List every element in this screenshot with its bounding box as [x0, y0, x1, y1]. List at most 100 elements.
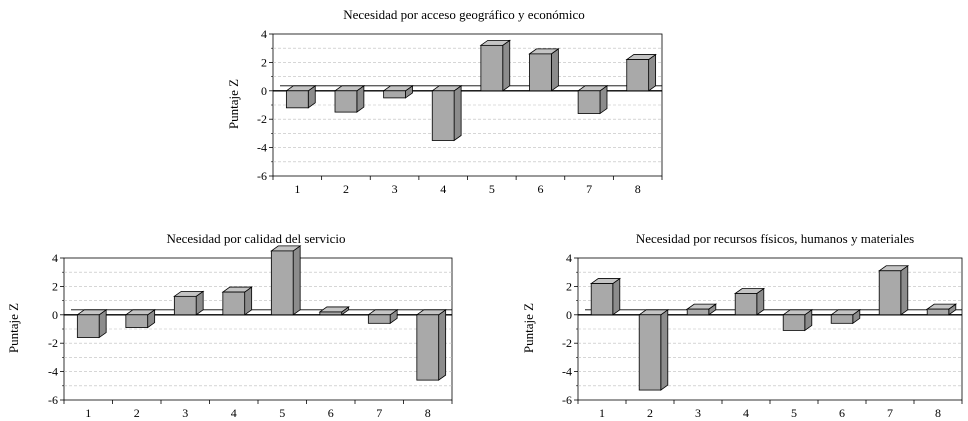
- bar-side: [453, 85, 462, 142]
- bar-side: [502, 39, 511, 92]
- bar: [479, 39, 512, 92]
- bar-front: [270, 250, 294, 316]
- bar-front: [173, 295, 197, 316]
- chart-title: Necesidad por recursos físicos, humanos …: [636, 231, 914, 246]
- bar: [528, 48, 560, 92]
- chart-physical-human-resources: Necesidad por recursos físicos, humanos …: [521, 231, 963, 420]
- bar: [270, 245, 302, 316]
- bar-side: [292, 245, 301, 316]
- x-tick-label: 1: [85, 406, 91, 420]
- bar: [124, 309, 156, 329]
- y-tick-label: 4: [52, 251, 58, 265]
- x-tick-label: 1: [599, 406, 605, 420]
- bar: [576, 85, 609, 115]
- x-tick-label: 2: [343, 182, 349, 196]
- bar-side: [660, 309, 669, 391]
- y-tick-label: -6: [257, 169, 267, 183]
- x-tick-label: 4: [231, 406, 237, 420]
- bar-front: [125, 314, 149, 328]
- bar: [318, 306, 350, 316]
- x-tick-label: 7: [586, 182, 592, 196]
- bar: [430, 85, 463, 142]
- y-tick-label: -6: [562, 393, 572, 407]
- y-tick-label: 0: [52, 308, 58, 322]
- y-tick-label: 4: [261, 27, 267, 41]
- y-tick-label: -2: [562, 336, 572, 350]
- x-tick-label: 6: [328, 406, 334, 420]
- y-axis-label: Puntaje Z: [521, 303, 536, 353]
- y-tick-label: 2: [52, 279, 58, 293]
- bar-front: [222, 291, 246, 316]
- bar: [925, 303, 958, 316]
- x-tick-label: 5: [791, 406, 797, 420]
- bar-side: [900, 265, 909, 316]
- bar: [367, 309, 399, 325]
- y-axis-label: Puntaje Z: [6, 303, 21, 353]
- bar-front: [626, 59, 650, 92]
- bar: [415, 309, 447, 381]
- bar-front: [480, 44, 504, 92]
- x-tick-label: 1: [294, 182, 300, 196]
- x-tick-label: 7: [887, 406, 893, 420]
- bar-front: [431, 90, 455, 141]
- bar: [733, 287, 766, 316]
- x-tick-label: 6: [839, 406, 845, 420]
- bar: [221, 286, 253, 316]
- y-tick-label: 4: [566, 251, 572, 265]
- bar-front: [577, 90, 601, 114]
- bar-front: [367, 314, 391, 324]
- bar-front: [334, 90, 358, 113]
- y-tick-label: 0: [566, 308, 572, 322]
- x-tick-label: 2: [647, 406, 653, 420]
- bar-front: [878, 270, 902, 316]
- bar: [589, 277, 622, 316]
- x-tick-label: 6: [537, 182, 543, 196]
- bar-front: [76, 314, 100, 338]
- bar-side: [612, 277, 621, 316]
- x-tick-label: 4: [743, 406, 749, 420]
- x-tick-label: 5: [279, 406, 285, 420]
- x-tick-label: 8: [635, 182, 641, 196]
- y-axis-label: Puntaje Z: [226, 79, 241, 129]
- bar: [637, 309, 670, 391]
- bar: [625, 53, 657, 92]
- y-tick-label: -4: [562, 365, 572, 379]
- chart-service-quality: Necesidad por calidad del servicio Punta…: [6, 231, 453, 420]
- bar-front: [782, 314, 806, 331]
- x-tick-label: 8: [935, 406, 941, 420]
- bar: [285, 85, 317, 109]
- y-tick-label: 0: [261, 84, 267, 98]
- x-tick-label: 8: [425, 406, 431, 420]
- bar: [333, 85, 366, 113]
- bar-side: [438, 309, 447, 381]
- bar-front: [285, 90, 309, 109]
- bar-front: [638, 314, 662, 391]
- bar-front: [830, 314, 854, 324]
- y-tick-label: -6: [48, 393, 58, 407]
- bar: [877, 265, 910, 316]
- bar-front: [926, 308, 950, 316]
- bar-front: [590, 283, 614, 316]
- x-tick-label: 3: [392, 182, 398, 196]
- bar: [829, 309, 862, 325]
- bar-side: [648, 53, 657, 92]
- bar: [76, 309, 108, 339]
- bar-front: [319, 311, 343, 316]
- x-tick-label: 2: [134, 406, 140, 420]
- x-tick-label: 7: [376, 406, 382, 420]
- y-tick-label: -4: [257, 141, 267, 155]
- y-tick-label: 2: [566, 279, 572, 293]
- x-tick-label: 4: [440, 182, 446, 196]
- y-tick-label: 2: [261, 55, 267, 69]
- y-tick-label: -2: [48, 336, 58, 350]
- bar: [382, 85, 414, 99]
- bar-side: [550, 48, 559, 92]
- bar-front: [734, 293, 758, 316]
- bar: [781, 309, 814, 332]
- bar: [173, 290, 205, 316]
- x-tick-label: 5: [489, 182, 495, 196]
- chart-title: Necesidad por acceso geográfico y económ…: [343, 7, 584, 22]
- bar-front: [383, 90, 406, 99]
- bar-front: [529, 53, 552, 92]
